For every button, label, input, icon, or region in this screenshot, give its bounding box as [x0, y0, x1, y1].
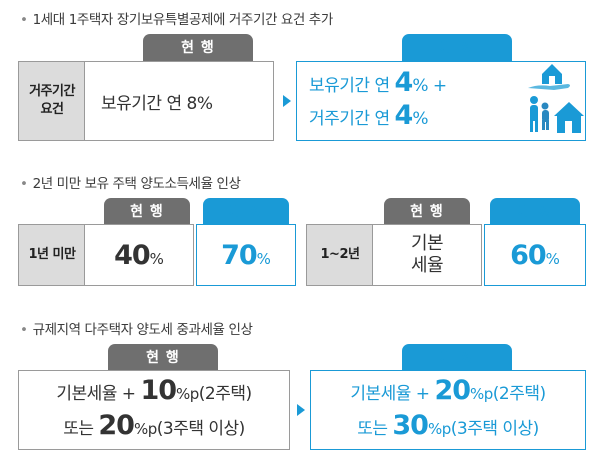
revised-line1-num: 4: [394, 67, 414, 98]
revised-line2: 거주기간 연 4%: [309, 101, 428, 134]
revised-1yr-num: 70: [221, 239, 258, 271]
row-label-line1: 거주기간: [29, 84, 75, 99]
section1-heading: • 1세대 1주택자 장기보유특별공제에 거주기간 요건 추가: [20, 8, 333, 28]
revised-2yr-box: 60%: [484, 224, 586, 286]
house-family-icon: [528, 64, 584, 133]
revised-line2-suffix: %: [412, 109, 428, 129]
label-2yr-text: 1~2년: [320, 247, 360, 262]
current-2yr-box: 기본 세율: [372, 224, 482, 286]
revised-multi-line2: 또는 30%p(3주택 이상): [357, 410, 539, 445]
revised-line1-prefix: 보유기간 연: [309, 76, 395, 96]
revised-2yr-num: 60: [510, 239, 547, 271]
current-multi-l1-suffix: (2주택): [198, 384, 252, 404]
tab-current-1yr: 현 행: [104, 198, 190, 226]
revised-multi-l2-prefix: 또는: [357, 419, 393, 439]
revised-multi-l1-prefix: 기본세율 +: [350, 384, 435, 404]
arrow-right-icon: [297, 404, 305, 416]
section1-heading-text: 1세대 1주택자 장기보유특별공제에 거주기간 요건 추가: [32, 12, 334, 28]
revised-multi-l1-num: 20: [434, 375, 471, 406]
tab-current-2yr: 현 행: [384, 198, 470, 226]
current-2yr-line1: 기본: [410, 233, 444, 254]
current-multi-l1-num: 10: [140, 375, 177, 406]
revised-multi-l1-unit: %p: [470, 385, 493, 403]
current-multi-line1: 기본세율 + 10%p(2주택): [56, 375, 252, 410]
section3-heading: • 규제지역 다주택자 양도세 중과세율 인상: [20, 318, 253, 338]
row-label: 거주기간 요건: [18, 61, 86, 141]
revised-multi-line1: 기본세율 + 20%p(2주택): [350, 375, 546, 410]
label-1yr-text: 1년 미만: [28, 247, 76, 262]
current-multi-l2-prefix: 또는: [63, 419, 99, 439]
current-value: 보유기간 연 8%: [101, 93, 213, 114]
revised-2yr-unit: %: [545, 250, 560, 268]
revised-multi-l1-suffix: (2주택): [492, 384, 546, 404]
revised-1yr-unit: %: [256, 250, 271, 268]
label-2yr: 1~2년: [306, 224, 374, 286]
current-multi-l1-prefix: 기본세율 +: [56, 384, 141, 404]
revised-multi-l2-num: 30: [392, 410, 429, 441]
bullet: •: [20, 12, 28, 28]
tab-revised-multi: 개 정: [402, 344, 512, 372]
tab-current-multi: 현 행: [108, 344, 218, 372]
revised-line2-prefix: 거주기간 연: [309, 109, 395, 129]
bullet: •: [20, 322, 28, 338]
tab-revised-1yr: 개 정: [203, 198, 289, 226]
current-1yr-num: 40: [114, 239, 151, 271]
current-multi-box: 기본세율 + 10%p(2주택) 또는 20%p(3주택 이상): [18, 370, 290, 450]
label-1yr: 1년 미만: [18, 224, 86, 286]
revised-line1: 보유기간 연 4% +: [309, 68, 447, 101]
current-2yr-line2: 세율: [410, 255, 444, 276]
current-multi-l2-unit: %p: [133, 420, 157, 438]
section3-heading-text: 규제지역 다주택자 양도세 중과세율 인상: [32, 322, 253, 338]
revised-line2-num: 4: [394, 100, 414, 131]
revised-multi-l2-unit: %p: [427, 420, 451, 438]
current-multi-l2-num: 20: [98, 410, 135, 441]
row-label-line2: 요건: [40, 102, 64, 117]
revised-line1-suffix: % +: [412, 76, 447, 96]
current-multi-l2-suffix: (3주택 이상): [156, 419, 246, 439]
tab-revised-2yr: 개 정: [490, 198, 580, 226]
bullet: •: [20, 176, 28, 192]
revised-multi-box: 기본세율 + 20%p(2주택) 또는 30%p(3주택 이상): [310, 370, 586, 450]
revised-multi-l2-suffix: (3주택 이상): [450, 419, 540, 439]
tab-current: 현 행: [143, 34, 253, 62]
section2-heading-text: 2년 미만 보유 주택 양도소득세율 인상: [32, 176, 241, 192]
revised-1yr-box: 70%: [196, 224, 296, 286]
current-1yr-unit: %: [149, 250, 164, 268]
tab-revised: 개 정: [402, 34, 512, 62]
arrow-right-icon: [283, 95, 291, 107]
current-multi-line2: 또는 20%p(3주택 이상): [63, 410, 245, 445]
section2-heading: • 2년 미만 보유 주택 양도소득세율 인상: [20, 172, 241, 192]
current-1yr-box: 40%: [84, 224, 194, 286]
current-box: 보유기간 연 8%: [84, 61, 274, 141]
current-multi-l1-unit: %p: [176, 385, 199, 403]
